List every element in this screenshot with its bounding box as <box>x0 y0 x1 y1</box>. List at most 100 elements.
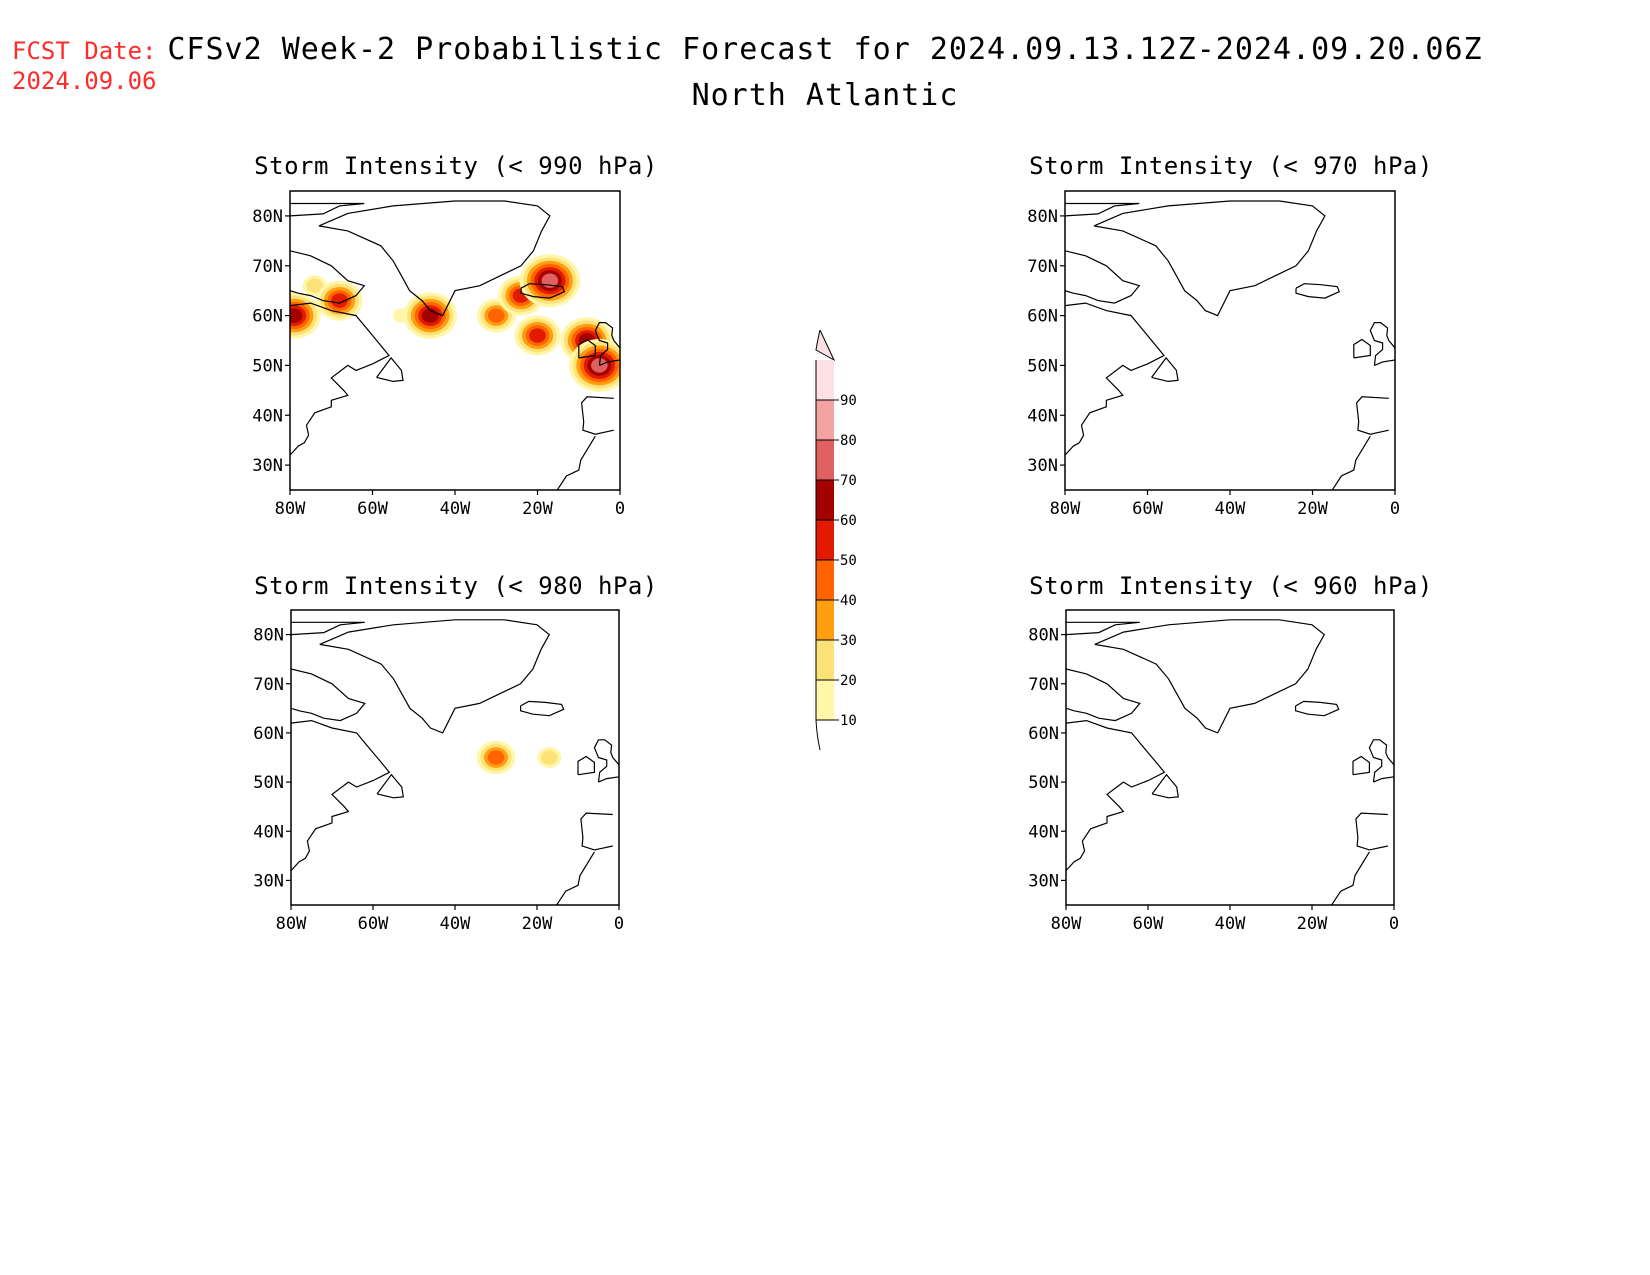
colorbar-segment <box>816 480 834 520</box>
lon-tick-label: 0 <box>614 914 624 934</box>
coastline <box>578 338 596 359</box>
coastline <box>290 202 365 217</box>
coastline <box>1368 739 1394 783</box>
lat-tick-label: 80N <box>1028 626 1059 646</box>
lon-tick-label: 60W <box>357 499 388 519</box>
lat-tick-label: 40N <box>1027 406 1058 426</box>
coastline <box>593 739 619 783</box>
coastline <box>1065 202 1140 217</box>
probability-area <box>529 328 546 343</box>
colorbar-label: 60 <box>840 513 857 529</box>
coastline <box>1353 338 1371 359</box>
panel-title-980: Storm Intensity (< 980 hPa) <box>254 572 658 600</box>
coastline <box>1065 250 1141 304</box>
probability-area <box>487 750 505 765</box>
map-frame <box>1064 190 1396 491</box>
coastline <box>376 356 404 383</box>
probability-area <box>487 308 505 323</box>
coastline <box>556 435 596 490</box>
coastline <box>1093 200 1326 317</box>
colorbar-segment <box>816 400 834 440</box>
colorbar-segment <box>816 560 834 600</box>
lat-tick-label: 50N <box>252 356 283 376</box>
lat-tick-label: 70N <box>1027 257 1058 277</box>
colorbar-label: 10 <box>840 713 857 729</box>
colorbar-top-arrow <box>815 330 836 362</box>
probability-area <box>541 750 558 765</box>
coastline <box>1331 435 1371 490</box>
lon-tick-label: 60W <box>1132 499 1163 519</box>
coastline <box>291 621 365 636</box>
coastline <box>291 668 366 722</box>
lat-tick-label: 60N <box>252 307 283 327</box>
colorbar-bottom-arrow <box>815 719 821 750</box>
map-panel-1: 80N 70N 60N 50N 40N 30N 80W 60W 40W 20W 0 <box>252 190 625 519</box>
lon-tick-label: 0 <box>615 499 625 519</box>
coastline <box>376 773 404 799</box>
lat-tick-label: 30N <box>1028 871 1059 891</box>
probability-area <box>290 308 303 323</box>
colorbar-segment <box>816 440 834 480</box>
colorbar-label: 30 <box>840 633 857 649</box>
coastline <box>319 619 551 734</box>
lon-tick-label: 80W <box>276 914 307 934</box>
coastline <box>1295 283 1341 299</box>
colorbar-label: 90 <box>840 393 857 409</box>
map-frame <box>1065 609 1395 906</box>
lon-tick-label: 0 <box>1389 914 1399 934</box>
coastline <box>1151 356 1179 383</box>
colorbar-segment <box>816 680 834 720</box>
lat-tick-label: 30N <box>252 456 283 476</box>
lon-tick-label: 80W <box>1050 499 1081 519</box>
lat-tick-label: 40N <box>253 822 284 842</box>
colorbar-label: 70 <box>840 473 857 489</box>
lon-tick-label: 40W <box>440 914 471 934</box>
coastline <box>1065 302 1165 456</box>
lon-tick-label: 60W <box>358 914 389 934</box>
lon-tick-label: 40W <box>440 499 471 519</box>
lat-tick-label: 70N <box>1028 675 1059 695</box>
lat-tick-label: 60N <box>1028 724 1059 744</box>
lat-tick-label: 50N <box>1028 773 1059 793</box>
coastline <box>1066 668 1141 722</box>
coastline <box>1094 619 1326 734</box>
coastline <box>1352 755 1370 776</box>
coastline <box>555 851 595 905</box>
coastline <box>290 302 390 456</box>
colorbar-segment <box>816 600 834 640</box>
fcst-label-text: FCST Date: <box>12 37 157 65</box>
lat-tick-label: 30N <box>1027 456 1058 476</box>
lat-tick-label: 30N <box>253 871 284 891</box>
coastline <box>1355 396 1389 435</box>
fcst-date-value: 2024.09.06 <box>12 67 157 95</box>
coastline <box>290 250 366 304</box>
coastline <box>1066 719 1166 872</box>
lat-tick-label: 80N <box>253 626 284 646</box>
coastline <box>520 700 565 717</box>
lat-tick-label: 70N <box>252 257 283 277</box>
panel-title-990: Storm Intensity (< 990 hPa) <box>254 152 658 180</box>
lon-tick-label: 20W <box>1297 914 1328 934</box>
lat-tick-label: 70N <box>253 675 284 695</box>
map-panel-2: 80N 70N 60N 50N 40N 30N 80W 60W 40W 20W 0 <box>1027 190 1400 519</box>
map-panel-4: 80N 70N 60N 50N 40N 30N 80W 60W 40W 20W 0 <box>1028 609 1399 934</box>
colorbar-segment <box>816 640 834 680</box>
probability-area <box>306 278 324 293</box>
coastline <box>291 719 391 872</box>
lon-tick-label: 80W <box>1051 914 1082 934</box>
lat-tick-label: 40N <box>1028 822 1059 842</box>
lat-tick-label: 50N <box>1027 356 1058 376</box>
map-frame <box>290 609 620 906</box>
coastline <box>580 396 614 435</box>
colorbar-segment <box>816 520 834 560</box>
colorbar-label: 40 <box>840 593 857 609</box>
colorbar: 10 20 30 40 50 60 70 80 90 <box>815 330 857 750</box>
coastline <box>520 283 566 299</box>
probability-area <box>331 293 348 308</box>
lat-tick-label: 80N <box>252 207 283 227</box>
lat-tick-label: 50N <box>253 773 284 793</box>
coastline <box>1066 621 1140 636</box>
lon-tick-label: 40W <box>1215 499 1246 519</box>
coastline <box>1151 773 1179 799</box>
